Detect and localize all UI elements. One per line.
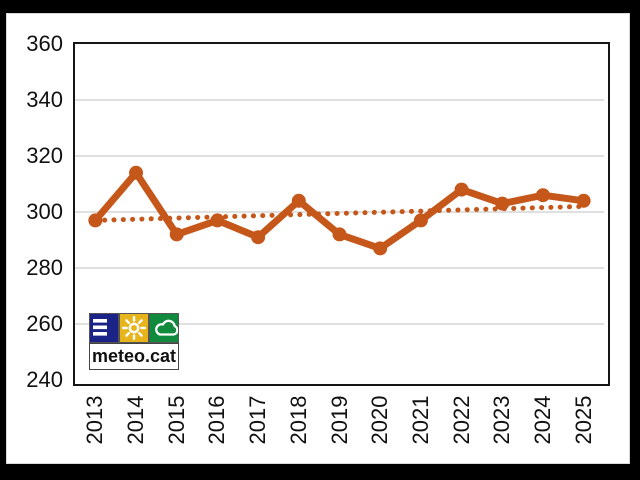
y-tick-label: 300 [26,199,63,224]
x-tick-label: 2023 [489,395,515,445]
logo-icon-row [89,313,181,343]
data-point-marker [535,188,550,203]
data-point-marker [454,182,469,197]
data-point-marker [413,213,428,228]
y-tick-label: 320 [26,143,63,168]
stripes-icon [89,313,119,343]
x-tick-label: 2022 [448,395,474,445]
x-tick-label: 2019 [326,395,352,445]
data-point-marker [88,213,103,228]
y-tick-label: 360 [26,31,63,56]
data-point-marker [210,213,225,228]
y-tick-label: 240 [26,367,63,392]
data-point-marker [169,227,184,242]
x-tick-label: 2017 [245,395,271,445]
y-tick-label: 260 [26,311,63,336]
x-tick-label: 2020 [367,395,393,445]
y-tick-label: 280 [26,255,63,280]
x-tick-label: 2013 [82,395,108,445]
meteocat-logo: meteo.cat [89,313,181,370]
logo-text: meteo.cat [89,343,179,370]
x-tick-label: 2018 [285,395,311,445]
data-point-marker [576,193,591,208]
x-tick-label: 2024 [529,395,555,445]
y-tick-label: 340 [26,87,63,112]
sun-icon [119,313,149,343]
data-point-marker [495,196,510,211]
x-tick-label: 2014 [123,395,149,445]
chart-panel: 240 260 280 300 320 340 360 2013 2014 2015 2016 20… [6,13,630,464]
data-point-marker [291,193,306,208]
x-tick-label: 2015 [163,395,189,445]
x-tick-label: 2025 [570,395,596,445]
cloud-icon [149,313,179,343]
data-point-marker [251,230,266,245]
x-tick-label: 2016 [204,395,230,445]
x-tick-label: 2021 [407,395,433,445]
data-point-marker [332,227,347,242]
data-point-marker [129,165,144,180]
data-point-marker [373,241,388,256]
